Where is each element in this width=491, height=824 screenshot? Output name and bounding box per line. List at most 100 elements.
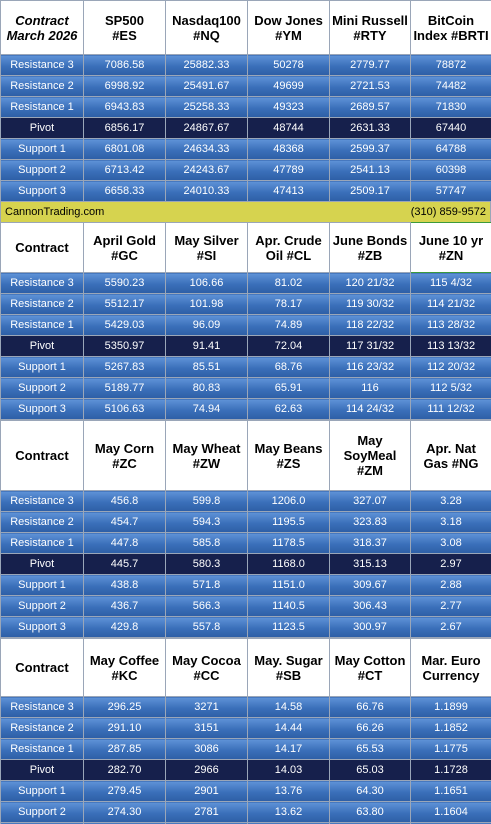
level-value: 85.51 <box>165 356 248 378</box>
level-value: 5429.03 <box>83 314 166 336</box>
level-label: Support 2 <box>0 801 84 823</box>
level-label: Resistance 3 <box>0 490 84 512</box>
column-header: April Gold #GC <box>83 222 166 273</box>
level-value: 106.66 <box>165 272 248 294</box>
level-value: 74482 <box>410 75 491 97</box>
level-row: Resistance 1 447.8 585.8 1178.5 318.37 3.08 <box>0 532 491 554</box>
level-value: 580.3 <box>165 553 248 575</box>
level-label: Support 1 <box>0 780 84 802</box>
level-value: 2.97 <box>410 553 491 575</box>
level-value: 2541.13 <box>329 159 411 181</box>
column-header: May Beans #ZS <box>247 420 330 491</box>
level-row: Support 3 6658.33 24010.33 47413 2509.17 5774… <box>0 180 491 202</box>
level-value: 24867.67 <box>165 117 248 139</box>
level-value: 315.13 <box>329 553 411 575</box>
level-value: 115 4/32 <box>410 272 491 294</box>
level-value: 5512.17 <box>83 293 166 315</box>
level-row: Support 1 438.8 571.8 1151.0 309.67 2.88 <box>0 574 491 596</box>
level-value: 6713.42 <box>83 159 166 181</box>
level-value: 67440 <box>410 117 491 139</box>
level-value: 49323 <box>247 96 330 118</box>
level-value: 48368 <box>247 138 330 160</box>
level-value: 291.10 <box>83 717 166 739</box>
level-row: Support 2 6713.42 24243.67 47789 2541.13 6039… <box>0 159 491 181</box>
level-value: 112 5/32 <box>410 377 491 399</box>
column-header-line: Nasdaq100 <box>172 12 241 28</box>
level-row: Resistance 3 456.8 599.8 1206.0 327.07 3.28 <box>0 490 491 512</box>
level-value: 5350.97 <box>83 335 166 357</box>
column-header-line: May <box>357 433 383 448</box>
level-value: 1.1651 <box>410 780 491 802</box>
column-header-line: #SI <box>196 247 217 263</box>
column-header-line: Currency <box>422 667 480 683</box>
level-value: 445.7 <box>83 553 166 575</box>
level-row: Support 1 5267.83 85.51 68.76 116 23/32 112 2… <box>0 356 491 378</box>
contract-header: Contract March 2026 <box>0 0 84 55</box>
column-header-line: May Cotton <box>334 652 406 668</box>
column-header-line: April Gold <box>93 232 156 248</box>
level-value: 327.07 <box>329 490 411 512</box>
level-value: 120 21/32 <box>329 272 411 294</box>
level-value: 24243.67 <box>165 159 248 181</box>
level-value: 113 28/32 <box>410 314 491 336</box>
contract-header-line: Contract <box>15 448 69 463</box>
column-header: May Corn #ZC <box>83 420 166 491</box>
level-row: Support 2 5189.77 80.83 65.91 116 112 5/32 <box>0 377 491 399</box>
level-value: 78872 <box>410 54 491 76</box>
level-label: Support 2 <box>0 377 84 399</box>
level-value: 65.91 <box>247 377 330 399</box>
level-value: 571.8 <box>165 574 248 596</box>
level-value: 62.63 <box>247 398 330 420</box>
level-value: 49699 <box>247 75 330 97</box>
contract-header: Contract <box>0 222 84 273</box>
level-row: Support 1 279.45 2901 13.76 64.30 1.1651 <box>0 780 491 802</box>
level-value: 6658.33 <box>83 180 166 202</box>
level-value: 287.85 <box>83 738 166 760</box>
level-value: 117 31/32 <box>329 335 411 357</box>
level-value: 64788 <box>410 138 491 160</box>
level-row: Resistance 3 5590.23 106.66 81.02 120 21/32 1… <box>0 272 491 294</box>
level-row: Pivot 282.70 2966 14.03 65.03 1.1728 <box>0 759 491 781</box>
level-row: Resistance 3 7086.58 25882.33 50278 2779.77 7… <box>0 54 491 76</box>
column-header-line: SP500 <box>104 12 145 28</box>
level-value: 6998.92 <box>83 75 166 97</box>
level-value: 60398 <box>410 159 491 181</box>
level-value: 48744 <box>247 117 330 139</box>
level-value: 309.67 <box>329 574 411 596</box>
column-header-line: #RTY <box>353 27 387 43</box>
column-header-line: May Wheat <box>172 440 241 456</box>
level-label: Pivot <box>0 335 84 357</box>
column-header-line: #YM <box>275 27 302 43</box>
level-row: Pivot 6856.17 24867.67 48744 2631.33 67440 <box>0 117 491 139</box>
contract-block-3: Contract May Corn #ZC May Wheat #ZW May Beans… <box>0 420 491 638</box>
level-value: 14.03 <box>247 759 330 781</box>
level-value: 6943.83 <box>83 96 166 118</box>
level-value: 78.17 <box>247 293 330 315</box>
column-header-line: #CC <box>193 667 220 683</box>
level-value: 24010.33 <box>165 180 248 202</box>
level-row: Resistance 2 454.7 594.3 1195.5 323.83 3.18 <box>0 511 491 533</box>
contract-block-2: Contract April Gold #GC May Silver #SI Apr. C… <box>0 222 491 420</box>
level-value: 1151.0 <box>247 574 330 596</box>
column-header-line: June Bonds <box>332 232 408 248</box>
level-value: 25491.67 <box>165 75 248 97</box>
level-value: 14.17 <box>247 738 330 760</box>
level-value: 68.76 <box>247 356 330 378</box>
level-value: 91.41 <box>165 335 248 357</box>
level-value: 13.76 <box>247 780 330 802</box>
column-header: Mini Russell #RTY <box>329 0 411 55</box>
level-value: 1.1899 <box>410 696 491 718</box>
column-header-line: May Coffee <box>89 652 160 668</box>
level-value: 57747 <box>410 180 491 202</box>
column-header: Nasdaq100 #NQ <box>165 0 248 55</box>
level-label: Pivot <box>0 117 84 139</box>
level-value: 2901 <box>165 780 248 802</box>
level-value: 3.18 <box>410 511 491 533</box>
level-value: 599.8 <box>165 490 248 512</box>
level-row: Resistance 1 287.85 3086 14.17 65.53 1.1775 <box>0 738 491 760</box>
column-header-line: #ES <box>112 27 137 43</box>
level-value: 74.89 <box>247 314 330 336</box>
level-label: Resistance 1 <box>0 96 84 118</box>
column-header: May Cocoa #CC <box>165 638 248 697</box>
